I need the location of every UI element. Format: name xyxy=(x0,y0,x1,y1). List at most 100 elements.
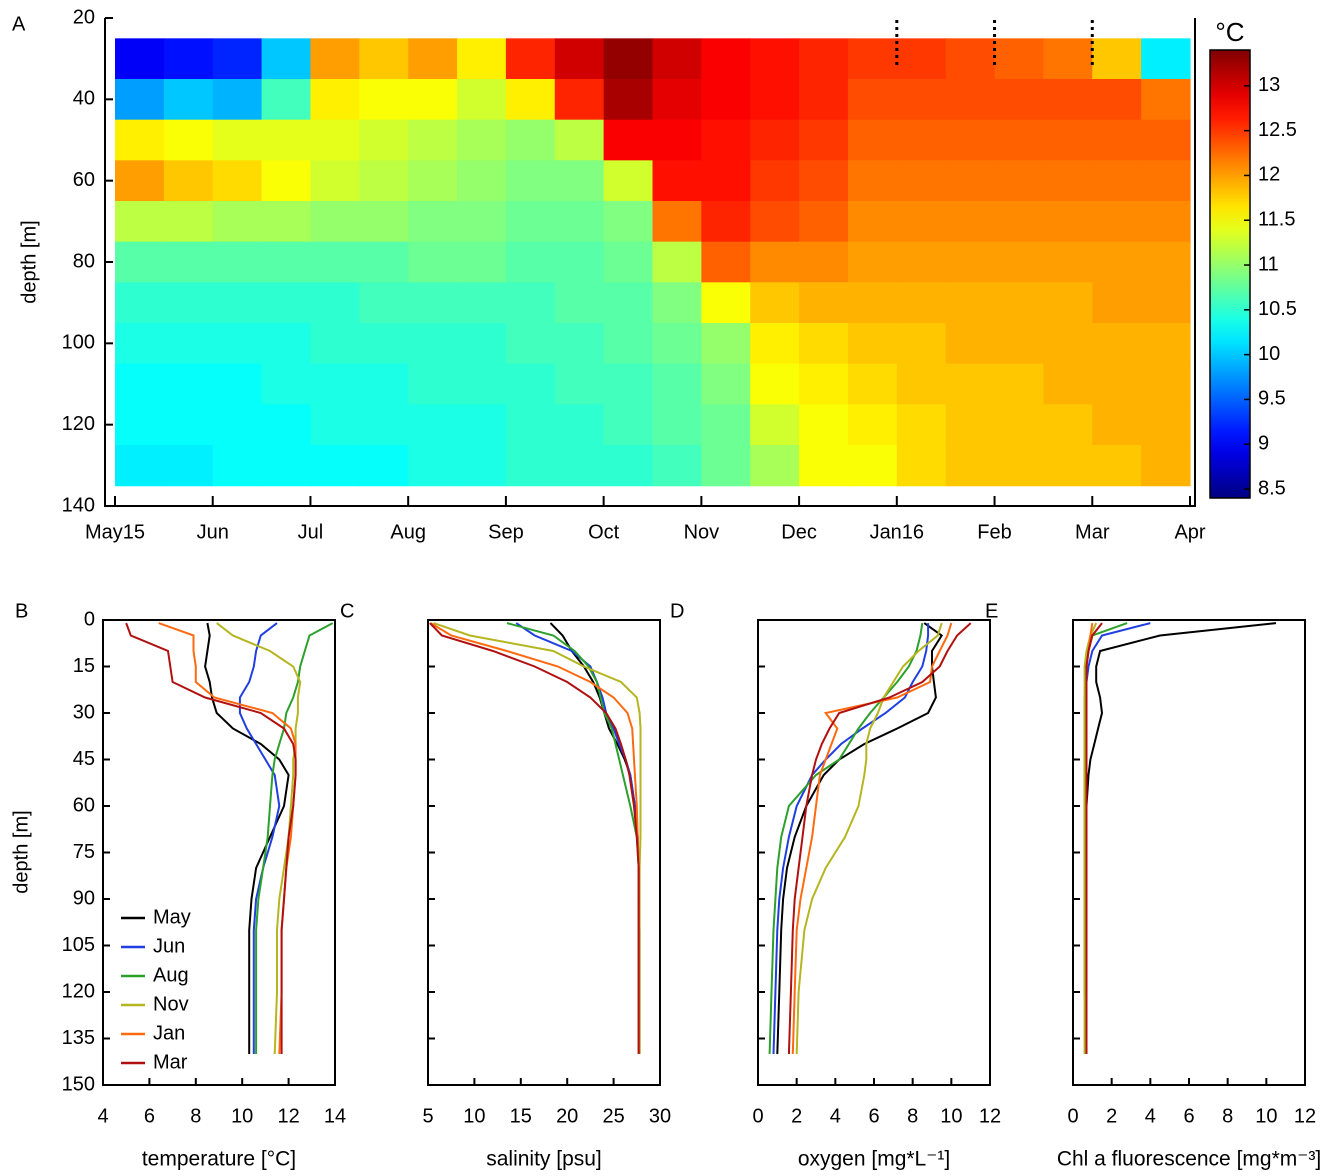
heat-cell xyxy=(1092,445,1142,487)
heat-cell xyxy=(701,323,751,365)
heat-cell xyxy=(799,79,849,121)
heat-cell xyxy=(408,282,458,324)
heat-cell xyxy=(750,363,800,405)
heat-cell xyxy=(212,363,263,405)
heat-cell xyxy=(945,201,996,243)
x-tick-label: Apr xyxy=(1174,521,1205,543)
x-axis-label: Chl a fluorescence [mg*m⁻³] xyxy=(1057,1148,1321,1171)
heat-cell xyxy=(310,241,360,283)
heat-cell xyxy=(554,282,605,324)
profile-line xyxy=(1083,622,1128,1055)
heat-cell xyxy=(310,201,360,243)
heat-cell xyxy=(750,323,800,365)
heat-cell xyxy=(1092,241,1142,283)
heat-cell xyxy=(750,201,800,243)
x-tick-label: 4 xyxy=(830,1105,841,1127)
heat-cell xyxy=(799,323,849,365)
x-tick-label: Oct xyxy=(588,521,620,543)
heat-cell xyxy=(652,160,702,202)
heat-cell xyxy=(554,38,605,80)
heat-cell xyxy=(261,404,312,446)
heat-cell xyxy=(994,323,1045,365)
x-tick-label: 25 xyxy=(602,1105,624,1127)
x-axis-label: temperature [°C] xyxy=(142,1148,296,1171)
y-tick-label: 150 xyxy=(62,1073,95,1095)
heat-cell xyxy=(115,404,165,446)
heat-cell xyxy=(408,323,458,365)
heat-cell xyxy=(847,160,898,202)
heat-cell xyxy=(799,363,849,405)
heat-cell xyxy=(1043,363,1093,405)
heat-cell xyxy=(408,119,458,161)
x-tick-label: 5 xyxy=(422,1105,433,1127)
heat-cell xyxy=(896,119,947,161)
heat-cell xyxy=(505,323,556,365)
y-tick-label: 20 xyxy=(73,6,95,28)
heat-cell xyxy=(945,79,996,121)
heat-cell xyxy=(212,119,263,161)
heat-cell xyxy=(994,363,1045,405)
heat-cell xyxy=(652,323,702,365)
heat-cell xyxy=(750,79,800,121)
heat-cell xyxy=(1043,445,1093,487)
colorbar-tick-label: 10.5 xyxy=(1258,298,1297,320)
profile-line xyxy=(430,622,640,1054)
heat-cell xyxy=(261,241,312,283)
x-tick-label: May15 xyxy=(85,521,145,543)
heat-cell xyxy=(261,38,312,80)
heat-cell xyxy=(457,119,507,161)
heat-cell xyxy=(310,323,360,365)
heat-cell xyxy=(701,160,751,202)
heat-cell xyxy=(505,79,556,121)
plot-frame xyxy=(427,619,661,1086)
heat-cell xyxy=(457,323,507,365)
heat-cell xyxy=(115,119,165,161)
heat-cell xyxy=(457,79,507,121)
x-tick-label: 4 xyxy=(97,1105,108,1127)
heat-cell xyxy=(261,79,312,121)
heat-cell xyxy=(994,282,1045,324)
heat-cell xyxy=(408,241,458,283)
profile-line xyxy=(795,622,943,1055)
heat-cell xyxy=(1092,38,1142,80)
heat-cell xyxy=(603,241,654,283)
heat-cell xyxy=(701,38,751,80)
profile-line xyxy=(158,622,297,1055)
heat-cell xyxy=(994,201,1045,243)
heat-cell xyxy=(163,404,214,446)
heat-cell xyxy=(310,119,360,161)
heat-cell xyxy=(1043,282,1093,324)
heat-cell xyxy=(261,282,312,324)
heat-cell xyxy=(1043,119,1093,161)
heat-cell xyxy=(847,79,898,121)
profile-line xyxy=(1083,622,1098,1054)
heat-cell xyxy=(1092,201,1142,243)
heat-cell xyxy=(359,282,409,324)
heat-cell xyxy=(799,160,849,202)
heat-cell xyxy=(652,282,702,324)
heat-cell xyxy=(750,38,800,80)
colorbar-tick-label: 9.5 xyxy=(1258,388,1286,410)
colorbar-title: °C xyxy=(1215,17,1244,47)
heat-cell xyxy=(750,241,800,283)
heat-cell xyxy=(505,160,556,202)
heat-cell xyxy=(1141,38,1191,80)
heat-cell xyxy=(115,160,165,202)
profile-line xyxy=(1085,622,1277,1054)
heat-cell xyxy=(799,201,849,243)
heat-cell xyxy=(505,404,556,446)
heat-cell xyxy=(750,404,800,446)
heat-cell xyxy=(457,282,507,324)
heat-cell xyxy=(1043,201,1093,243)
heat-cell xyxy=(1092,363,1142,405)
x-tick-label: Mar xyxy=(1075,521,1110,543)
heat-cell xyxy=(1141,79,1191,121)
legend-label: Aug xyxy=(153,964,189,986)
heat-cell xyxy=(359,241,409,283)
y-tick-label: 90 xyxy=(73,887,95,909)
heat-cell xyxy=(945,38,996,80)
x-tick-label: Dec xyxy=(781,521,817,543)
heat-cell xyxy=(799,119,849,161)
heat-cell xyxy=(799,38,849,80)
heat-cell xyxy=(994,119,1045,161)
